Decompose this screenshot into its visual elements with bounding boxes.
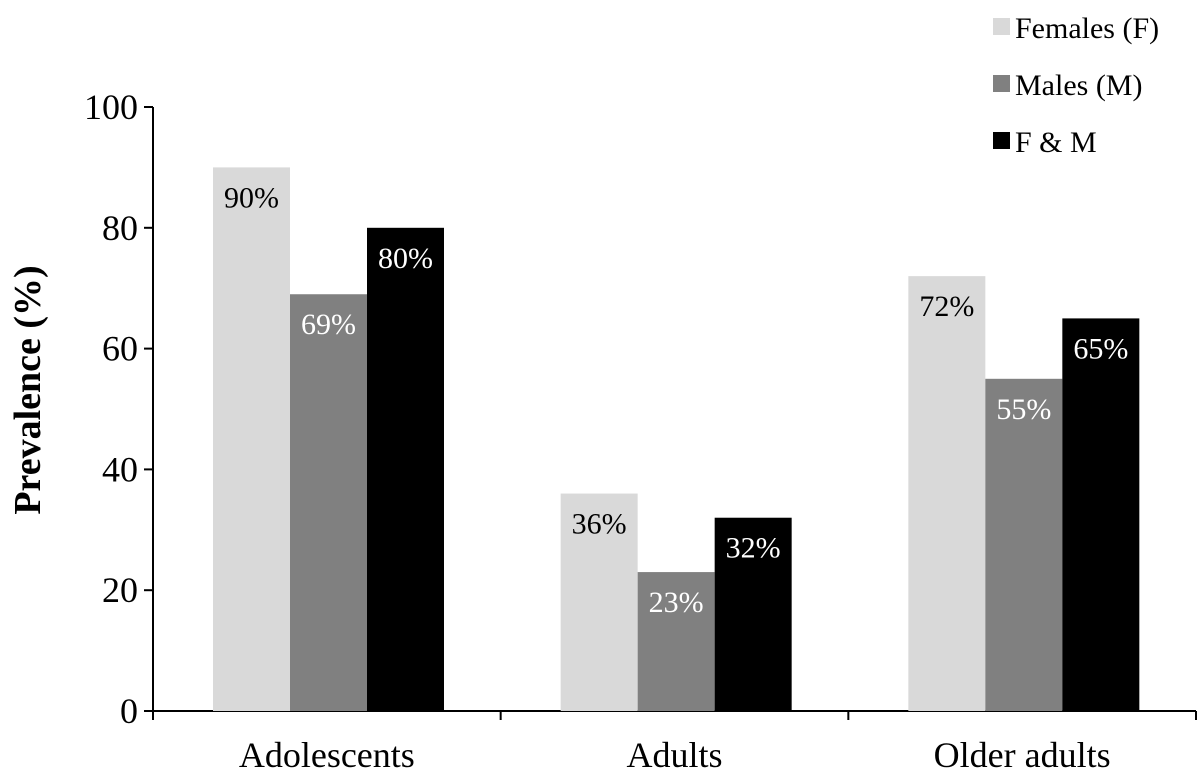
bar: [714, 517, 792, 711]
legend-label: Males (M): [1015, 69, 1142, 102]
y-tick-label: 80: [102, 208, 138, 248]
bar: [367, 227, 444, 712]
bars: [213, 167, 1140, 712]
legend-swatch: [993, 75, 1010, 92]
legend: Females (F) Males (M) F & M: [993, 12, 1159, 159]
bar-value-label: 80%: [378, 242, 433, 275]
bar: [560, 493, 638, 711]
bar: [1062, 318, 1140, 711]
bar-value-label: 32%: [726, 532, 781, 565]
bar: [985, 378, 1063, 711]
x-category-label: Adolescents: [239, 735, 415, 775]
bar-value-label: 65%: [1073, 332, 1128, 365]
bar: [290, 294, 367, 711]
bar-value-label: 90%: [224, 181, 279, 214]
bar-value-label: 23%: [649, 586, 704, 619]
bar-value-label: 55%: [996, 393, 1051, 426]
data-labels: 90% 36% 72% 69% 23% 55% 80% 32% 65%: [224, 181, 1128, 619]
y-tick-label: 100: [84, 87, 138, 127]
x-category-label: Adults: [626, 735, 722, 775]
bar-value-label: 36%: [572, 508, 627, 541]
legend-swatch: [993, 18, 1010, 35]
bar: [213, 167, 290, 711]
y-axis: 0 20 40 60 80 100: [84, 87, 154, 731]
y-tick-label: 20: [102, 570, 138, 610]
y-tick-label: 40: [102, 449, 138, 489]
bar-value-label: 69%: [301, 308, 356, 341]
y-tick-label: 0: [120, 691, 138, 731]
legend-swatch: [993, 132, 1010, 149]
legend-label: Females (F): [1015, 12, 1159, 45]
x-axis: Adolescents Adults Older adults: [152, 710, 1197, 775]
y-axis-title: Prevalence (%): [7, 265, 49, 514]
bar-value-label: 72%: [919, 290, 974, 323]
bar: [637, 572, 715, 711]
legend-label: F & M: [1015, 126, 1097, 159]
x-category-label: Older adults: [934, 735, 1111, 775]
y-tick-label: 60: [102, 329, 138, 369]
bar: [908, 276, 986, 711]
